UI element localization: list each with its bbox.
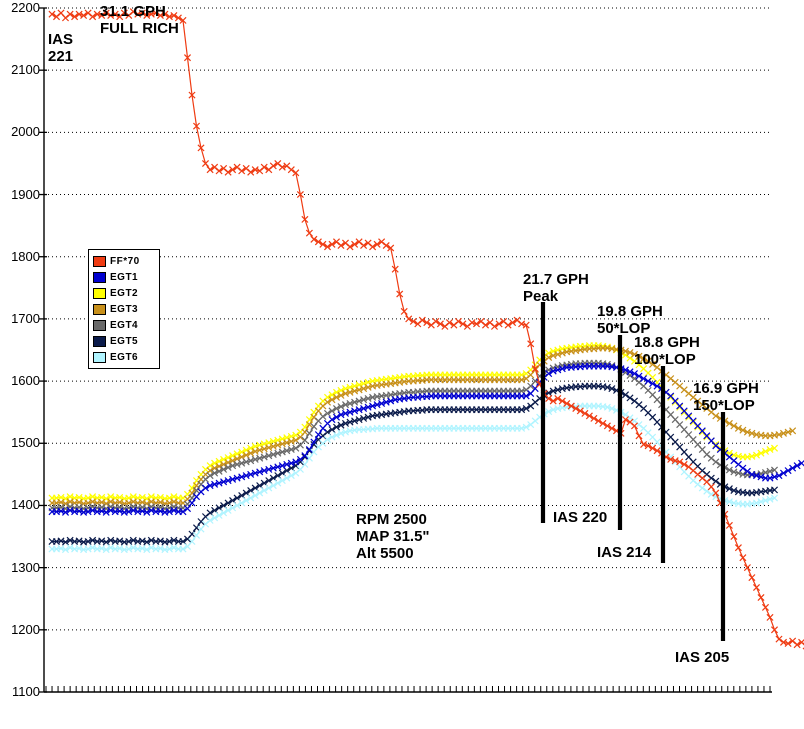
legend-swatch-EGT1 <box>93 271 106 283</box>
annotation-lop-150: 16.9 GPH 150*LOP <box>693 380 759 414</box>
legend-label-FF-70: FF*70 <box>110 255 140 267</box>
legend-swatch-EGT2 <box>93 287 106 299</box>
legend-label-EGT4: EGT4 <box>110 319 139 331</box>
legend-item-EGT4: EGT4 <box>93 317 156 333</box>
series-EGT3 <box>48 344 797 508</box>
y-tick-label-1500: 1500 <box>11 435 40 451</box>
annotation-ias-205: IAS 205 <box>675 649 730 666</box>
legend-item-EGT3: EGT3 <box>93 301 156 317</box>
series-FF-70 <box>48 8 804 650</box>
y-tick-label-1200: 1200 <box>11 621 40 637</box>
legend-swatch-EGT5 <box>93 335 106 347</box>
legend-swatch-EGT4 <box>93 319 106 331</box>
series-EGT1 <box>48 362 804 516</box>
legend-label-EGT3: EGT3 <box>110 303 139 315</box>
legend-label-EGT2: EGT2 <box>110 287 139 299</box>
annotation-ias-214: IAS 214 <box>597 544 652 561</box>
legend-item-EGT1: EGT1 <box>93 269 156 285</box>
y-tick-label-2100: 2100 <box>11 62 40 78</box>
legend-item-FF-70: FF*70 <box>93 253 156 269</box>
y-tick-label-2200: 2200 <box>11 0 40 15</box>
y-tick-label-1900: 1900 <box>11 186 40 202</box>
annotation-ias-221: IAS 221 <box>48 31 74 65</box>
legend-label-EGT6: EGT6 <box>110 351 139 363</box>
y-tick-label-1700: 1700 <box>11 310 40 326</box>
y-tick-label-1400: 1400 <box>11 497 40 513</box>
legend-item-EGT5: EGT5 <box>93 333 156 349</box>
y-tick-label-2000: 2000 <box>11 124 40 140</box>
legend-swatch-EGT3 <box>93 303 106 315</box>
y-tick-label-1300: 1300 <box>11 559 40 575</box>
series-EGT4 <box>48 359 779 513</box>
legend-swatch-FF-70 <box>93 255 106 267</box>
chart-legend: FF*70 EGT1 EGT2 EGT3 EGT4 EGT5 EGT6 <box>88 249 160 369</box>
y-tick-label-1100: 1100 <box>12 684 40 699</box>
annotation-peak: 21.7 GPH Peak <box>523 271 589 305</box>
legend-label-EGT1: EGT1 <box>110 271 139 283</box>
annotation-ff-full-rich: 31.1 GPH FULL RICH <box>100 3 179 37</box>
legend-item-EGT6: EGT6 <box>93 349 156 365</box>
annotation-ias-220: IAS 220 <box>553 509 608 526</box>
annotation-lop-100: 18.8 GPH 100*LOP <box>634 334 700 368</box>
y-tick-label-1600: 1600 <box>11 373 40 389</box>
legend-item-EGT2: EGT2 <box>93 285 156 301</box>
annotation-engine-params: RPM 2500 MAP 31.5" Alt 5500 <box>356 511 430 562</box>
legend-swatch-EGT6 <box>93 351 106 363</box>
annotation-lop-50: 19.8 GPH 50*LOP <box>597 303 663 337</box>
legend-label-EGT5: EGT5 <box>110 335 139 347</box>
y-tick-label-1800: 1800 <box>11 248 40 264</box>
